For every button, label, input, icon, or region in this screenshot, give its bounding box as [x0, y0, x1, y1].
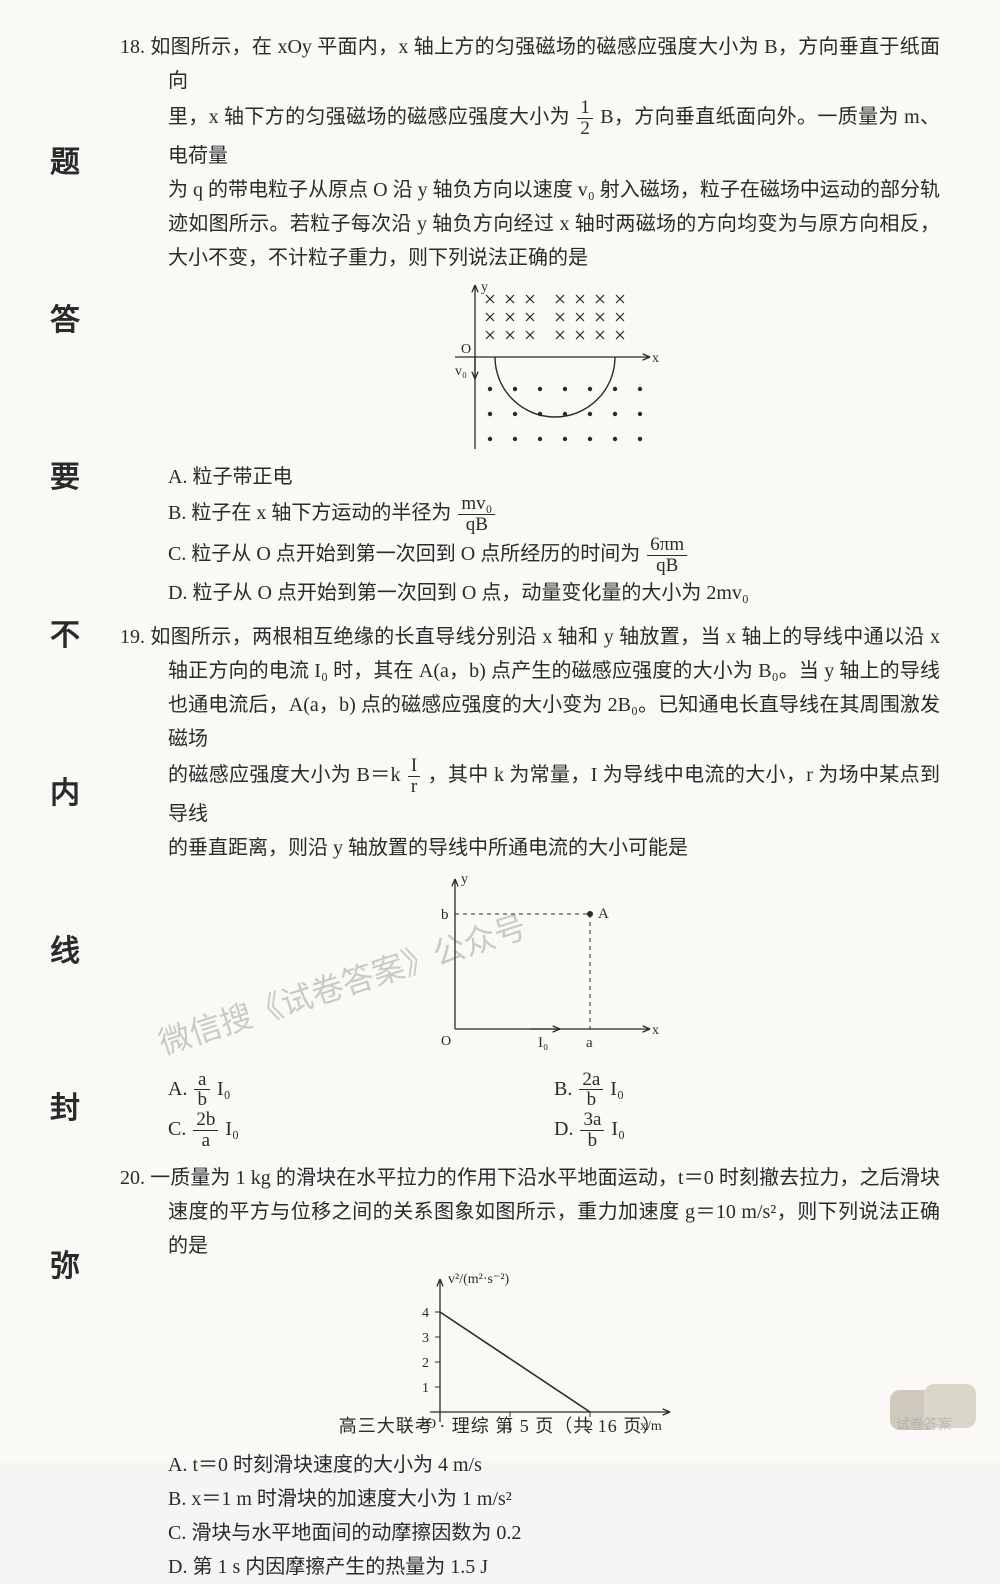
svg-text:1: 1 — [422, 1381, 429, 1396]
q19-option-c: C. 2ba I₀ — [168, 1110, 554, 1151]
question-18: 18. 如图所示，在 xOy 平面内，x 轴上方的匀强磁场的磁感应强度大小为 B… — [120, 30, 940, 610]
exam-page: 题 答 要 不 内 线 封 弥 18. 如图所示，在 xOy 平面内，x 轴上方… — [0, 0, 1000, 1462]
q18-option-d: D. 粒子从 O 点开始到第一次回到 O 点，动量变化量的大小为 2mv₀ — [120, 576, 940, 610]
fraction-half: 1 2 — [577, 98, 593, 139]
q18-text: 如图所示，在 xOy 平面内，x 轴上方的匀强磁场的磁感应强度大小为 B，方向垂… — [150, 36, 940, 92]
fraction: 6πm qB — [647, 535, 687, 576]
svg-text:x: x — [652, 351, 659, 366]
svg-text:4: 4 — [422, 1306, 429, 1321]
q20-option-b: B. x＝1 m 时滑块的加速度大小为 1 m/s² — [120, 1482, 940, 1516]
margin-char: 题 — [50, 137, 80, 181]
svg-text:O: O — [441, 1034, 451, 1049]
q20-number: 20. — [120, 1167, 145, 1189]
page-footer: 高三大联考 · 理综 第 5 页（共 16 页） — [0, 1412, 1000, 1438]
q20-option-c: C. 滑块与水平地面间的动摩擦因数为 0.2 — [120, 1516, 940, 1550]
margin-char: 不 — [50, 610, 80, 654]
svg-text:3: 3 — [422, 1331, 429, 1346]
svg-text:y: y — [461, 872, 468, 887]
q18-text: 为 q 的带电粒子从原点 O 沿 y 轴负方向以速度 v₀ 射入磁场，粒子在磁场… — [168, 179, 940, 269]
fraction: I r — [408, 756, 420, 797]
margin-char: 封 — [50, 1083, 80, 1127]
q18-text: 里，x 轴下方的匀强磁场的磁感应强度大小为 — [168, 106, 570, 128]
q18-number: 18. — [120, 36, 145, 58]
margin-char: 线 — [50, 926, 80, 970]
svg-text:I₀: I₀ — [538, 1035, 548, 1051]
svg-text:v₀: v₀ — [455, 364, 467, 379]
svg-text:x: x — [652, 1023, 659, 1038]
svg-text:2: 2 — [422, 1356, 429, 1371]
svg-text:a: a — [586, 1035, 593, 1051]
q19-option-d: D. 3ab I₀ — [554, 1110, 940, 1151]
q19-text: 的磁感应强度大小为 B＝k — [168, 764, 406, 786]
q18-option-c: C. 粒子从 O 点开始到第一次回到 O 点所经历的时间为 6πm qB — [120, 535, 940, 576]
svg-text:v²/(m²·s⁻²): v²/(m²·s⁻²) — [448, 1272, 510, 1287]
question-19: 19. 如图所示，两根相互绝缘的长直导线分别沿 x 轴和 y 轴放置，当 x 轴… — [120, 620, 940, 1152]
margin-char: 弥 — [50, 1241, 80, 1285]
q18-figure: x y Ov₀ — [120, 279, 940, 454]
q18-option-a: A. 粒子带正电 — [120, 460, 940, 494]
svg-text:A: A — [598, 906, 609, 922]
binding-margin: 题 答 要 不 内 线 封 弥 — [40, 0, 90, 1462]
svg-text:y: y — [481, 280, 488, 295]
q20-text: 一质量为 1 kg 的滑块在水平拉力的作用下沿水平地面运动，t＝0 时刻撤去拉力… — [150, 1167, 940, 1257]
q19-figure: x y O Ab a I₀ — [120, 869, 940, 1064]
margin-char: 答 — [50, 295, 80, 339]
q20-option-d: D. 第 1 s 内因摩擦产生的热量为 1.5 J — [120, 1550, 940, 1584]
q19-text: 如图所示，两根相互绝缘的长直导线分别沿 x 轴和 y 轴放置，当 x 轴上的导线… — [150, 626, 940, 750]
q19-option-a: A. ab I₀ — [168, 1070, 554, 1111]
q19-text: 的垂直距离，则沿 y 轴放置的导线中所通电流的大小可能是 — [168, 837, 688, 859]
svg-text:b: b — [441, 907, 449, 923]
margin-char: 要 — [50, 452, 80, 496]
q19-option-b: B. 2ab I₀ — [554, 1070, 940, 1111]
q20-option-a: A. t＝0 时刻滑块速度的大小为 4 m/s — [120, 1448, 940, 1482]
margin-char: 内 — [50, 768, 80, 812]
svg-text:O: O — [461, 342, 471, 357]
question-20: 20. 一质量为 1 kg 的滑块在水平拉力的作用下沿水平地面运动，t＝0 时刻… — [120, 1161, 940, 1584]
q18-option-b: B. 粒子在 x 轴下方运动的半径为 mv₀ qB — [120, 494, 940, 535]
fraction: mv₀ qB — [458, 494, 495, 535]
q19-number: 19. — [120, 626, 145, 648]
